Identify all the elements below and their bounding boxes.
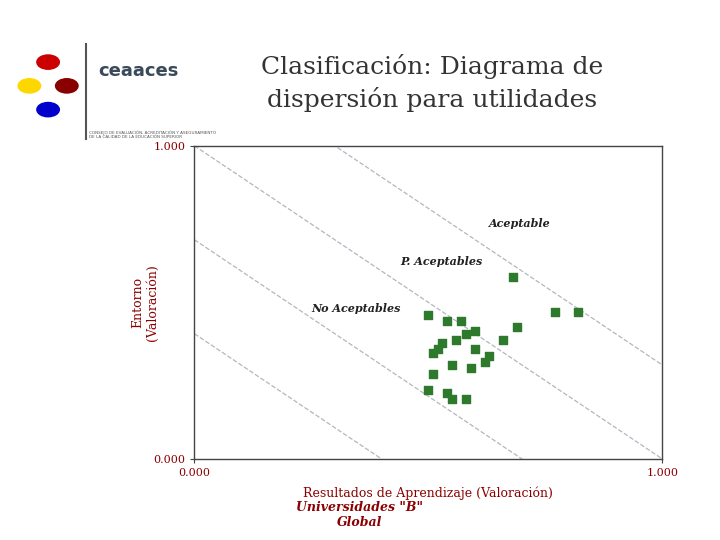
Text: Clasificación: Diagrama de
dispersión para utilidades: Clasificación: Diagrama de dispersión pa… bbox=[261, 54, 603, 112]
Y-axis label: Entorno
(Valoración): Entorno (Valoración) bbox=[131, 264, 159, 341]
Point bbox=[446, 361, 458, 369]
Point bbox=[469, 345, 481, 354]
Circle shape bbox=[37, 103, 59, 117]
Point bbox=[436, 339, 448, 347]
Text: CONSEJO DE EVALUACIÓN, ACREDITACIÓN Y ASEGURAMIENTO
DE LA CALIDAD DE LA EDUCACIÓ: CONSEJO DE EVALUACIÓN, ACREDITACIÓN Y AS… bbox=[89, 130, 217, 139]
Point bbox=[498, 336, 509, 345]
Point bbox=[572, 307, 584, 316]
Point bbox=[432, 345, 444, 354]
Point bbox=[446, 395, 458, 404]
Point bbox=[441, 389, 453, 397]
Point bbox=[451, 336, 462, 345]
Point bbox=[507, 273, 518, 282]
X-axis label: Resultados de Aprendizaje (Valoración): Resultados de Aprendizaje (Valoración) bbox=[303, 487, 554, 500]
Point bbox=[428, 348, 439, 357]
Point bbox=[460, 395, 472, 404]
Point bbox=[484, 352, 495, 360]
Point bbox=[479, 357, 490, 366]
Circle shape bbox=[18, 79, 40, 93]
Text: No Aceptables: No Aceptables bbox=[311, 303, 401, 314]
Circle shape bbox=[37, 55, 59, 69]
Text: ceaaces: ceaaces bbox=[99, 62, 179, 80]
Text: Aceptable: Aceptable bbox=[490, 218, 551, 230]
Point bbox=[455, 317, 467, 326]
Point bbox=[441, 317, 453, 326]
Point bbox=[423, 386, 434, 394]
Point bbox=[465, 364, 477, 373]
Point bbox=[469, 326, 481, 335]
Point bbox=[460, 329, 472, 338]
Point bbox=[428, 370, 439, 379]
Circle shape bbox=[55, 79, 78, 93]
Text: Universidades "B"
Global: Universidades "B" Global bbox=[297, 501, 423, 529]
Point bbox=[511, 323, 523, 332]
Point bbox=[549, 307, 560, 316]
Point bbox=[423, 310, 434, 319]
Text: P. Aceptables: P. Aceptables bbox=[400, 256, 482, 267]
